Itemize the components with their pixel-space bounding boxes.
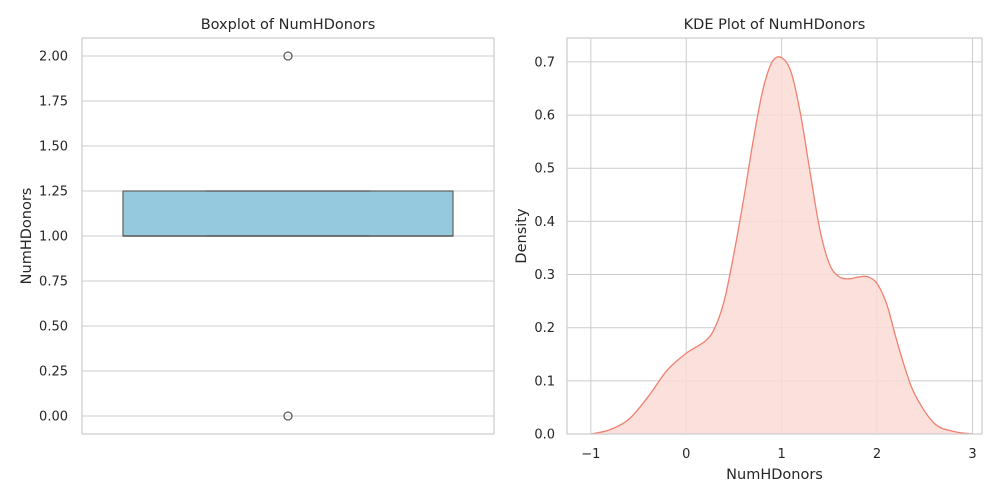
boxplot-frame (81, 37, 495, 435)
kde-frame (566, 37, 983, 435)
kde-marks (590, 56, 973, 435)
boxplot-y-tick-label: 2.00 (39, 50, 68, 65)
kde-area-fill (590, 56, 973, 434)
kde-x-tick-label: −1 (581, 447, 600, 462)
kde-y-tick-label: 0.3 (534, 268, 555, 283)
kde-density-line (590, 56, 973, 435)
kde-x-axis-label: NumHDonors (726, 467, 823, 483)
kde-y-tick-label: 0.4 (534, 215, 555, 230)
boxplot-panel: 0.00 0.25 0.50 0.75 1.00 1.25 1.50 1.75 2.00 Box… (19, 17, 495, 435)
kde-y-tick-label: 0.6 (534, 109, 555, 124)
boxplot-y-ticks: 0.00 0.25 0.50 0.75 1.00 1.25 1.50 1.75 2.00 (39, 50, 68, 425)
kde-y-tick-label: 0.7 (534, 55, 555, 70)
box-outlier-point (283, 51, 293, 61)
box-outlier-point (283, 411, 293, 421)
boxplot-title: Boxplot of NumHDonors (201, 17, 376, 33)
kde-x-tick-label: 1 (778, 447, 786, 462)
kde-y-tick-label: 0.5 (534, 162, 555, 177)
kde-ticks: 0.0 0.1 0.2 0.3 0.4 0.5 0.6 0.7 −1 0 1 2 3 (534, 55, 976, 462)
boxplot-marks (122, 51, 454, 421)
box-iqr (122, 190, 454, 237)
boxplot-y-tick-label: 1.25 (39, 185, 68, 200)
kde-x-tick-label: 0 (682, 447, 690, 462)
boxplot-y-tick-label: 0.00 (39, 410, 68, 425)
kde-y-tick-label: 0.1 (534, 374, 555, 389)
boxplot-y-tick-label: 0.25 (39, 365, 68, 380)
kde-y-tick-label: 0.2 (534, 321, 555, 336)
boxplot-y-tick-label: 0.50 (39, 320, 68, 335)
boxplot-y-tick-label: 1.75 (39, 95, 68, 110)
boxplot-y-axis-label: NumHDonors (19, 188, 35, 285)
kde-y-tick-label: 0.0 (534, 428, 555, 443)
boxplot-y-tick-label: 1.50 (39, 140, 68, 155)
kde-x-tick-label: 3 (968, 447, 976, 462)
kde-panel: 0.0 0.1 0.2 0.3 0.4 0.5 0.6 0.7 −1 0 1 2 3 KDE Plot … (514, 17, 983, 483)
boxplot-y-tick-label: 0.75 (39, 275, 68, 290)
boxplot-y-tick-label: 1.00 (39, 230, 68, 245)
kde-y-axis-label: Density (514, 208, 530, 264)
kde-title: KDE Plot of NumHDonors (684, 17, 866, 33)
kde-x-tick-label: 2 (873, 447, 881, 462)
